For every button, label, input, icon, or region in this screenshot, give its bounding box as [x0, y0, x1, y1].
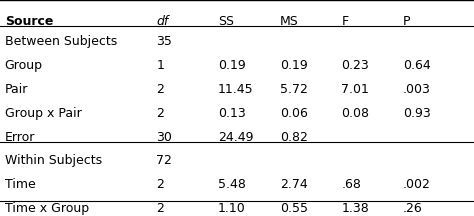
Text: 0.55: 0.55	[280, 202, 308, 215]
Text: 11.45: 11.45	[218, 83, 254, 96]
Text: 2: 2	[156, 178, 164, 191]
Text: 1: 1	[156, 59, 164, 72]
Text: .003: .003	[403, 83, 431, 96]
Text: 0.13: 0.13	[218, 107, 246, 120]
Text: 1.10: 1.10	[218, 202, 246, 215]
Text: 0.08: 0.08	[341, 107, 369, 120]
Text: 0.19: 0.19	[280, 59, 308, 72]
Text: .68: .68	[341, 178, 361, 191]
Text: 5.48: 5.48	[218, 178, 246, 191]
Text: 35: 35	[156, 35, 172, 48]
Text: 24.49: 24.49	[218, 130, 254, 143]
Text: 5.72: 5.72	[280, 83, 308, 96]
Text: 0.93: 0.93	[403, 107, 431, 120]
Text: 0.19: 0.19	[218, 59, 246, 72]
Text: df: df	[156, 14, 169, 27]
Text: 0.23: 0.23	[341, 59, 369, 72]
Text: 2: 2	[156, 202, 164, 215]
Text: Between Subjects: Between Subjects	[5, 35, 117, 48]
Text: 7.01: 7.01	[341, 83, 369, 96]
Text: 30: 30	[156, 130, 172, 143]
Text: 2.74: 2.74	[280, 178, 308, 191]
Text: P: P	[403, 14, 410, 27]
Text: 0.82: 0.82	[280, 130, 308, 143]
Text: SS: SS	[218, 14, 234, 27]
Text: 2: 2	[156, 83, 164, 96]
Text: Pair: Pair	[5, 83, 28, 96]
Text: 1.38: 1.38	[341, 202, 369, 215]
Text: Within Subjects: Within Subjects	[5, 154, 102, 167]
Text: MS: MS	[280, 14, 299, 27]
Text: .26: .26	[403, 202, 423, 215]
Text: .002: .002	[403, 178, 431, 191]
Text: 72: 72	[156, 154, 172, 167]
Text: 2: 2	[156, 107, 164, 120]
Text: Error: Error	[5, 130, 35, 143]
Text: Group: Group	[5, 59, 43, 72]
Text: Time: Time	[5, 178, 36, 191]
Text: 0.64: 0.64	[403, 59, 431, 72]
Text: F: F	[341, 14, 348, 27]
Text: Time x Group: Time x Group	[5, 202, 89, 215]
Text: Source: Source	[5, 14, 53, 27]
Text: 0.06: 0.06	[280, 107, 308, 120]
Text: Group x Pair: Group x Pair	[5, 107, 82, 120]
